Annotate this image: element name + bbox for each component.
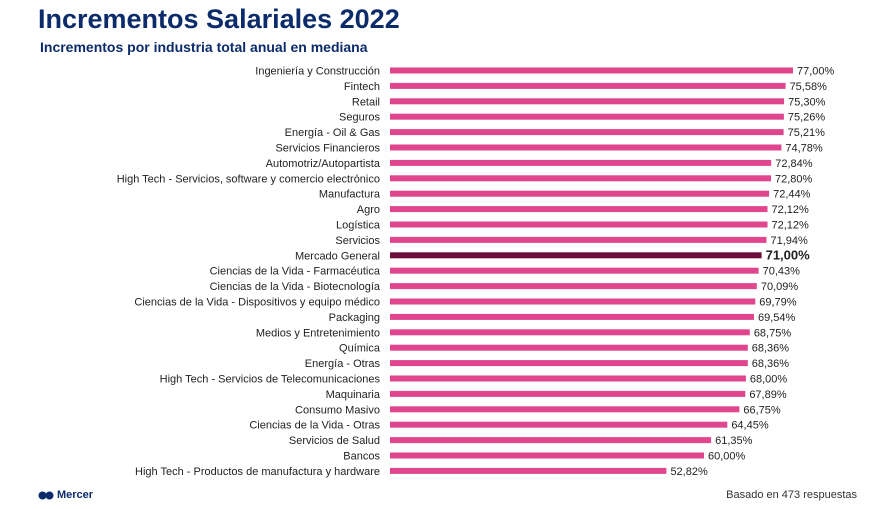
category-label-maquinaria: Maquinaria: [326, 389, 381, 401]
footer-note: Basado en 473 respuestas: [726, 489, 857, 501]
bar-servicios-financieros: [390, 144, 782, 151]
brand-name: Mercer: [57, 489, 94, 501]
bar-automotriz-autopartista: [390, 159, 772, 166]
value-label-packaging: 69,54%: [758, 312, 796, 324]
category-label-retail: Retail: [352, 96, 380, 108]
category-label-packaging: Packaging: [329, 312, 380, 324]
bar-fintech: [390, 82, 786, 89]
bar-agro: [390, 206, 768, 213]
bar-high-tech-productos-de-manufactura-y-hardware: [390, 467, 667, 474]
value-label-high-tech-servicios-software-y-comercio-electronico: 72,80%: [775, 173, 813, 185]
value-label-retail: 75,30%: [788, 96, 826, 108]
category-label-high-tech-servicios-de-telecomunicaciones: High Tech - Servicios de Telecomunicacio…: [160, 374, 381, 386]
category-label-servicios-de-salud: Servicios de Salud: [289, 435, 380, 447]
category-label-ciencias-de-la-vida-otras: Ciencias de la Vida - Otras: [249, 420, 380, 432]
value-label-ciencias-de-la-vida-otras: 64,45%: [731, 420, 769, 432]
chart-subtitle: Incrementos por industria total anual en…: [40, 39, 368, 55]
category-label-high-tech-servicios-software-y-comercio-electronico: High Tech - Servicios, software y comerc…: [117, 173, 380, 185]
bar-ciencias-de-la-vida-biotecnologia: [390, 283, 757, 290]
bar-seguros: [390, 113, 784, 120]
bar-energia-otras: [390, 360, 748, 367]
value-label-quimica: 68,36%: [752, 343, 790, 355]
bar-packaging: [390, 313, 754, 320]
value-label-ingenieria-y-construccion: 77,00%: [797, 66, 835, 78]
category-label-mercado-general: Mercado General: [295, 250, 380, 262]
value-label-servicios-de-salud: 61,35%: [715, 435, 753, 447]
category-label-manufactura: Manufactura: [319, 189, 381, 201]
value-label-ciencias-de-la-vida-farmaceutica: 70,43%: [763, 266, 801, 278]
bar-ciencias-de-la-vida-otras: [390, 421, 728, 428]
bar-servicios-de-salud: [390, 437, 712, 444]
value-label-ciencias-de-la-vida-biotecnologia: 70,09%: [761, 281, 799, 293]
category-label-medios-y-entretenimiento: Medios y Entretenimiento: [256, 327, 380, 339]
category-label-servicios: Servicios: [335, 235, 380, 247]
category-label-automotriz-autopartista: Automotriz/Autopartista: [266, 158, 381, 170]
bar-medios-y-entretenimiento: [390, 329, 750, 336]
bar-ciencias-de-la-vida-farmaceutica: [390, 267, 759, 274]
bar-mercado-general: [390, 252, 762, 259]
category-label-energia-oil-gas: Energía - Oil & Gas: [285, 127, 381, 139]
value-label-ciencias-de-la-vida-dispositivos-y-equipo-medico: 69,79%: [759, 297, 797, 309]
value-label-high-tech-productos-de-manufactura-y-hardware: 52,82%: [670, 466, 708, 478]
value-label-agro: 72,12%: [771, 204, 809, 216]
bar-high-tech-servicios-software-y-comercio-electronico: [390, 175, 771, 182]
value-label-mercado-general: 71,00%: [766, 247, 811, 262]
value-label-maquinaria: 67,89%: [749, 389, 787, 401]
category-label-ingenieria-y-construccion: Ingeniería y Construcción: [255, 66, 380, 78]
category-label-high-tech-productos-de-manufactura-y-hardware: High Tech - Productos de manufactura y h…: [135, 466, 380, 478]
value-label-fintech: 75,58%: [790, 81, 828, 93]
category-label-ciencias-de-la-vida-farmaceutica: Ciencias de la Vida - Farmacéutica: [210, 266, 381, 278]
category-label-seguros: Seguros: [339, 112, 380, 124]
bar-consumo-masivo: [390, 406, 740, 413]
value-label-bancos: 60,00%: [708, 451, 746, 463]
category-label-energia-otras: Energía - Otras: [305, 358, 381, 370]
bar-ciencias-de-la-vida-dispositivos-y-equipo-medico: [390, 298, 756, 305]
category-label-ciencias-de-la-vida-biotecnologia: Ciencias de la Vida - Biotecnología: [210, 281, 381, 293]
bar-bancos: [390, 452, 704, 459]
bar-logistica: [390, 221, 768, 228]
value-label-high-tech-servicios-de-telecomunicaciones: 68,00%: [750, 374, 788, 386]
value-label-logistica: 72,12%: [771, 220, 809, 232]
value-label-servicios: 71,94%: [771, 235, 809, 247]
bar-manufactura: [390, 190, 770, 197]
mercer-logo-icon: [38, 491, 54, 499]
chart-title: Incrementos Salariales 2022: [38, 4, 400, 34]
category-label-quimica: Química: [339, 343, 381, 355]
category-label-consumo-masivo: Consumo Masivo: [295, 404, 380, 416]
value-label-energia-oil-gas: 75,21%: [788, 127, 826, 139]
value-label-servicios-financieros: 74,78%: [785, 143, 823, 155]
bar-high-tech-servicios-de-telecomunicaciones: [390, 375, 746, 382]
value-label-manufactura: 72,44%: [773, 189, 811, 201]
category-label-agro: Agro: [357, 204, 380, 216]
bar-retail: [390, 98, 785, 105]
value-label-medios-y-entretenimiento: 68,75%: [754, 327, 792, 339]
bar-energia-oil-gas: [390, 129, 784, 136]
value-label-automotriz-autopartista: 72,84%: [775, 158, 813, 170]
value-label-consumo-masivo: 66,75%: [743, 404, 781, 416]
bar-maquinaria: [390, 390, 746, 397]
brand-logo: Mercer: [38, 489, 93, 501]
bar-ingenieria-y-construccion: [390, 67, 793, 74]
bar-quimica: [390, 344, 748, 351]
value-label-seguros: 75,26%: [788, 112, 826, 124]
category-label-fintech: Fintech: [344, 81, 380, 93]
category-label-logistica: Logística: [336, 220, 381, 232]
value-label-energia-otras: 68,36%: [752, 358, 790, 370]
category-label-ciencias-de-la-vida-dispositivos-y-equipo-medico: Ciencias de la Vida - Dispositivos y equ…: [134, 297, 380, 309]
category-label-bancos: Bancos: [343, 451, 380, 463]
category-label-servicios-financieros: Servicios Financieros: [275, 143, 380, 155]
bar-servicios: [390, 236, 767, 243]
